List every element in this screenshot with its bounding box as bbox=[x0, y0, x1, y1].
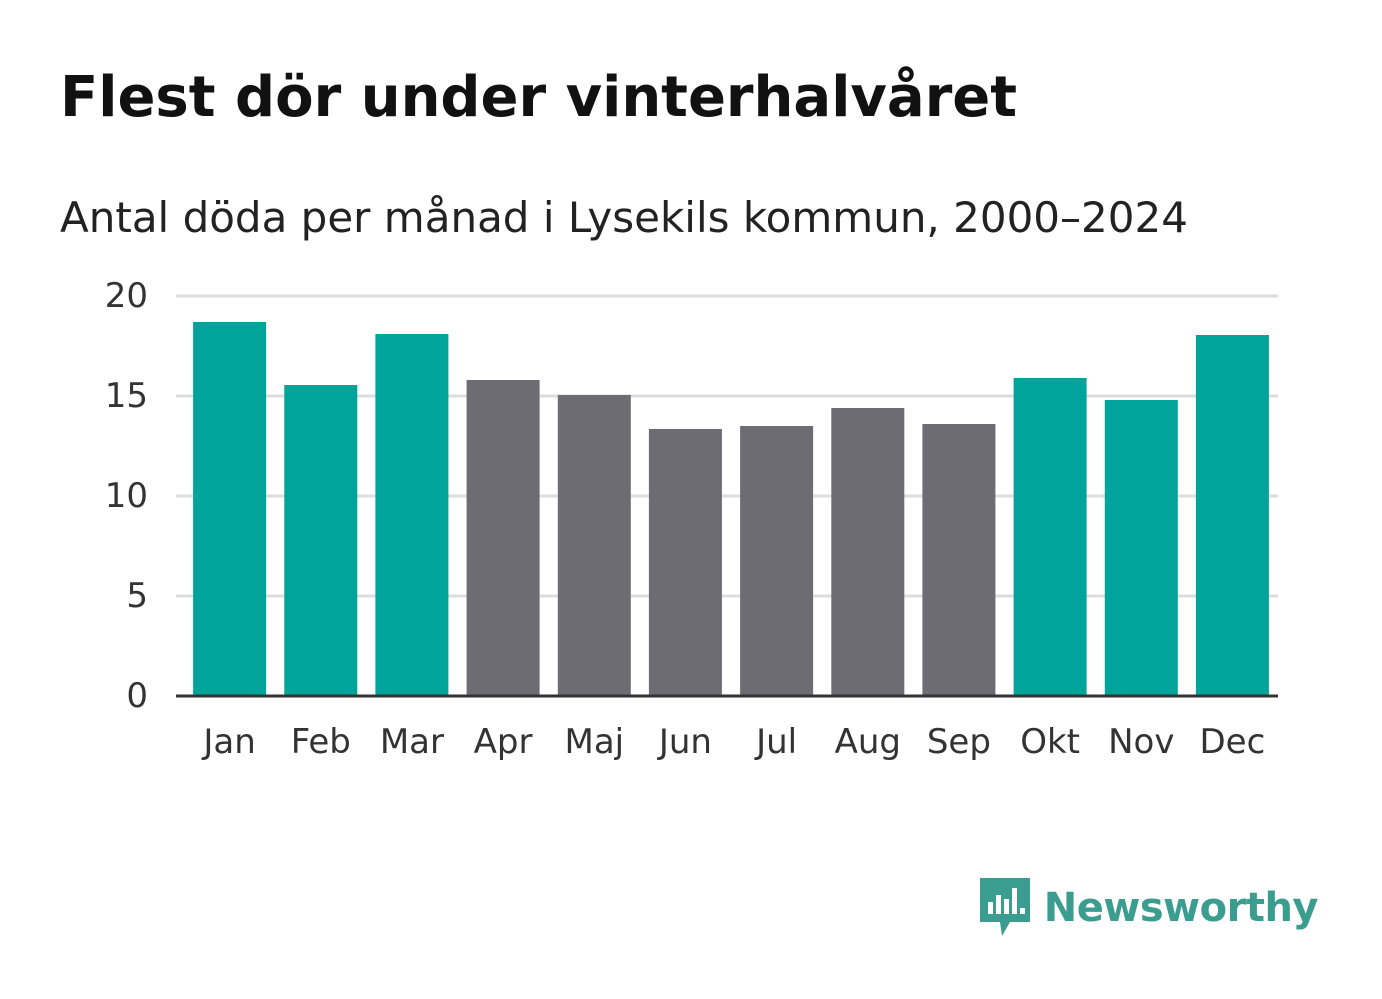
newsworthy-logo-icon bbox=[979, 878, 1030, 936]
x-tick-label: Apr bbox=[474, 722, 533, 762]
x-tick-label: Nov bbox=[1108, 722, 1174, 762]
bar-jul bbox=[740, 426, 814, 696]
y-tick-label: 15 bbox=[105, 376, 148, 416]
bar-feb bbox=[284, 385, 358, 696]
bar-jan bbox=[193, 322, 267, 696]
y-tick-label: 0 bbox=[126, 676, 148, 716]
y-tick-label: 20 bbox=[105, 276, 148, 316]
x-tick-label: Mar bbox=[380, 722, 444, 762]
chart-subtitle: Antal döda per månad i Lysekils kommun, … bbox=[60, 193, 1188, 242]
bar-maj bbox=[557, 395, 631, 696]
brand-logo: Newsworthy bbox=[979, 878, 1319, 938]
x-tick-label: Jan bbox=[201, 722, 255, 762]
y-tick-label: 5 bbox=[126, 576, 148, 616]
axes: 0 5 10 15 20 Jan Feb Mar Apr Maj Jun Jul Aug Sep Okt No… bbox=[105, 276, 1278, 762]
bar-mar bbox=[375, 334, 449, 696]
x-tick-label: Maj bbox=[564, 722, 624, 762]
x-tick-label: Feb bbox=[291, 722, 351, 762]
bar-okt bbox=[1013, 378, 1087, 696]
bar-aug bbox=[831, 408, 905, 696]
x-tick-label: Okt bbox=[1020, 722, 1080, 762]
bars bbox=[193, 322, 1269, 696]
brand-name: Newsworthy bbox=[1043, 885, 1319, 931]
bar-apr bbox=[466, 380, 540, 696]
x-tick-label: Jul bbox=[754, 722, 797, 762]
gridlines bbox=[176, 294, 1278, 598]
x-tick-label: Dec bbox=[1200, 722, 1266, 762]
bar-dec bbox=[1195, 335, 1269, 696]
x-tick-label: Sep bbox=[927, 722, 991, 762]
chart-title: Flest dör under vinterhalvåret bbox=[60, 65, 1018, 130]
x-tick-label: Jun bbox=[657, 722, 712, 762]
bar-nov bbox=[1104, 400, 1178, 696]
y-tick-label: 10 bbox=[105, 476, 148, 516]
x-tick-label: Aug bbox=[835, 722, 901, 762]
bar-jun bbox=[648, 429, 722, 696]
bar-sep bbox=[922, 424, 996, 696]
